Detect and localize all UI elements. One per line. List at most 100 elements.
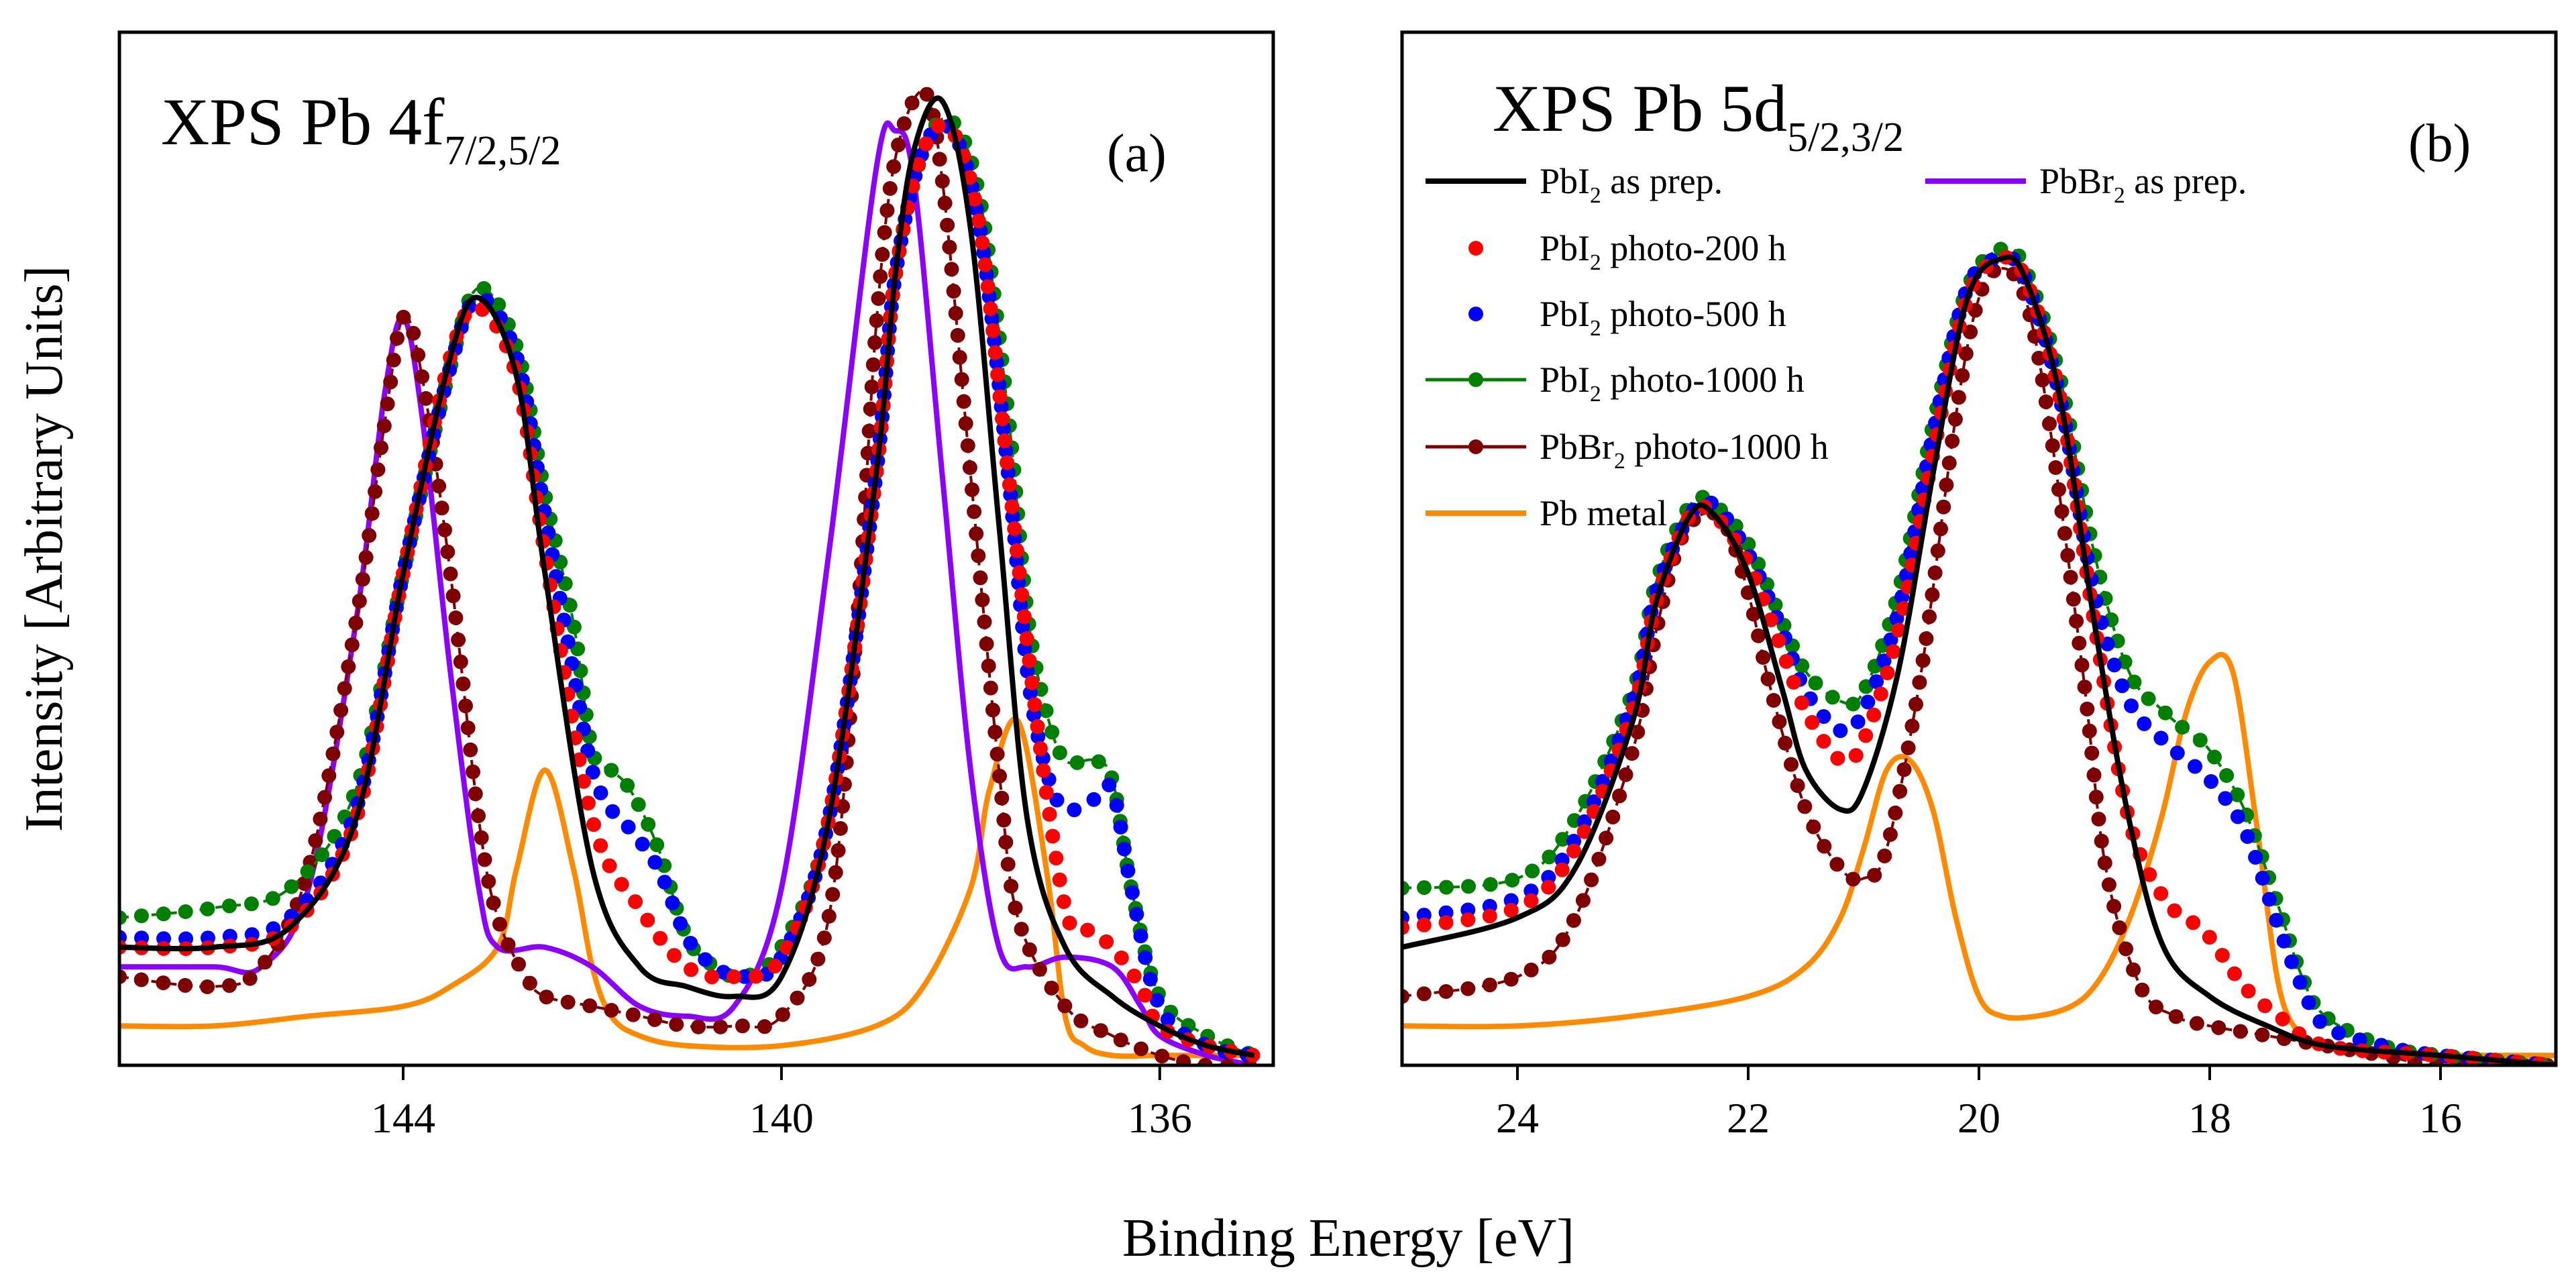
data-point — [1038, 703, 1054, 718]
panel-b: 24 22 20 18 16 XPS Pb 5d5/2,3/2 (b) — [1400, 30, 2558, 1142]
legend-label: PbI2 photo-500 h — [1540, 294, 1786, 341]
data-point — [370, 462, 386, 478]
data-point — [2091, 812, 2106, 826]
data-point — [386, 352, 401, 368]
data-point — [200, 901, 215, 916]
data-point — [313, 811, 328, 826]
data-point — [821, 908, 837, 924]
data-point — [390, 331, 405, 346]
data-point — [1109, 798, 1124, 813]
data-point — [476, 281, 492, 296]
data-point — [1542, 949, 1557, 965]
data-point — [2065, 592, 2081, 607]
data-point — [2112, 920, 2127, 935]
data-point — [1794, 695, 1809, 710]
data-point — [325, 746, 341, 761]
data-point — [1052, 745, 1067, 761]
data-point — [2069, 613, 2084, 629]
data-point — [133, 908, 149, 924]
data-point — [904, 95, 920, 111]
x-tick-label: 22 — [1727, 1094, 1770, 1142]
data-point — [940, 217, 955, 233]
data-point — [704, 969, 720, 985]
data-point — [1482, 977, 1497, 993]
data-point — [1904, 718, 1920, 734]
data-point — [119, 969, 127, 984]
data-point — [2241, 983, 2256, 999]
data-point — [1197, 1057, 1213, 1065]
data-point — [653, 930, 668, 946]
series-pbi2_prep — [119, 95, 1255, 1059]
data-point — [1062, 915, 1077, 930]
data-point — [2275, 1012, 2290, 1026]
data-point — [1044, 980, 1059, 996]
data-point — [443, 566, 458, 582]
data-point — [1599, 830, 1614, 846]
data-point — [2057, 526, 2072, 541]
data-point — [1605, 809, 1621, 824]
data-point — [376, 418, 392, 433]
data-point — [1160, 1012, 1175, 1027]
data-point — [1797, 799, 1813, 814]
data-point — [2227, 966, 2242, 981]
data-point — [1155, 1049, 1170, 1064]
data-point — [321, 768, 337, 784]
data-point — [2094, 833, 2109, 849]
data-point — [1032, 962, 1047, 977]
legend-swatch-dot — [1468, 241, 1483, 256]
data-point — [973, 570, 988, 586]
data-point — [2054, 504, 2070, 519]
data-point — [1402, 920, 1409, 935]
data-point — [620, 777, 635, 793]
data-point — [178, 904, 193, 919]
x-tick-label: 136 — [1128, 1094, 1192, 1142]
panel-a-series — [119, 87, 1260, 1065]
data-point — [477, 852, 492, 867]
data-point — [455, 676, 471, 692]
data-point — [985, 323, 1001, 338]
legend-label: PbBr2 as prep. — [2039, 161, 2247, 208]
legend: PbI2 as prep. PbI2 photo-200 h PbI2 photo-… — [1426, 161, 2247, 533]
data-point — [1007, 531, 1022, 547]
data-point — [2233, 1024, 2248, 1039]
data-point — [156, 906, 171, 922]
legend-label: PbI2 photo-200 h — [1540, 228, 1786, 275]
data-point — [481, 873, 496, 889]
data-point — [833, 821, 848, 836]
data-point — [1439, 879, 1454, 895]
data-point — [1541, 879, 1556, 895]
data-point — [1873, 686, 1888, 702]
data-point — [863, 401, 878, 417]
data-point — [2127, 674, 2142, 690]
data-point — [989, 747, 1005, 762]
data-point — [2219, 768, 2235, 783]
data-point — [1129, 906, 1144, 922]
data-point — [1113, 1032, 1128, 1048]
data-point — [1850, 714, 1866, 729]
data-point — [244, 896, 259, 912]
data-point — [258, 955, 272, 970]
data-point — [1778, 653, 1794, 669]
data-point — [2240, 829, 2255, 844]
data-point — [1591, 851, 1607, 867]
data-point — [2167, 903, 2182, 918]
data-point — [2126, 962, 2141, 977]
data-point — [1771, 633, 1786, 648]
data-point — [1900, 740, 1916, 755]
data-point — [1915, 653, 1931, 668]
data-point — [1091, 754, 1106, 769]
data-point — [2048, 460, 2063, 475]
data-point — [2077, 680, 2092, 695]
data-point — [582, 998, 598, 1014]
data-point — [431, 478, 447, 494]
x-tick-label: 20 — [1957, 1094, 2000, 1142]
data-point — [1525, 863, 1540, 879]
data-point — [2114, 678, 2130, 694]
data-point — [1882, 827, 1898, 842]
panel-a-title: XPS Pb 4f7/2,5/2 — [161, 85, 561, 174]
data-point — [775, 1007, 790, 1022]
data-point — [522, 975, 537, 991]
data-point — [463, 742, 478, 757]
data-point — [156, 975, 171, 991]
data-point — [950, 327, 965, 343]
